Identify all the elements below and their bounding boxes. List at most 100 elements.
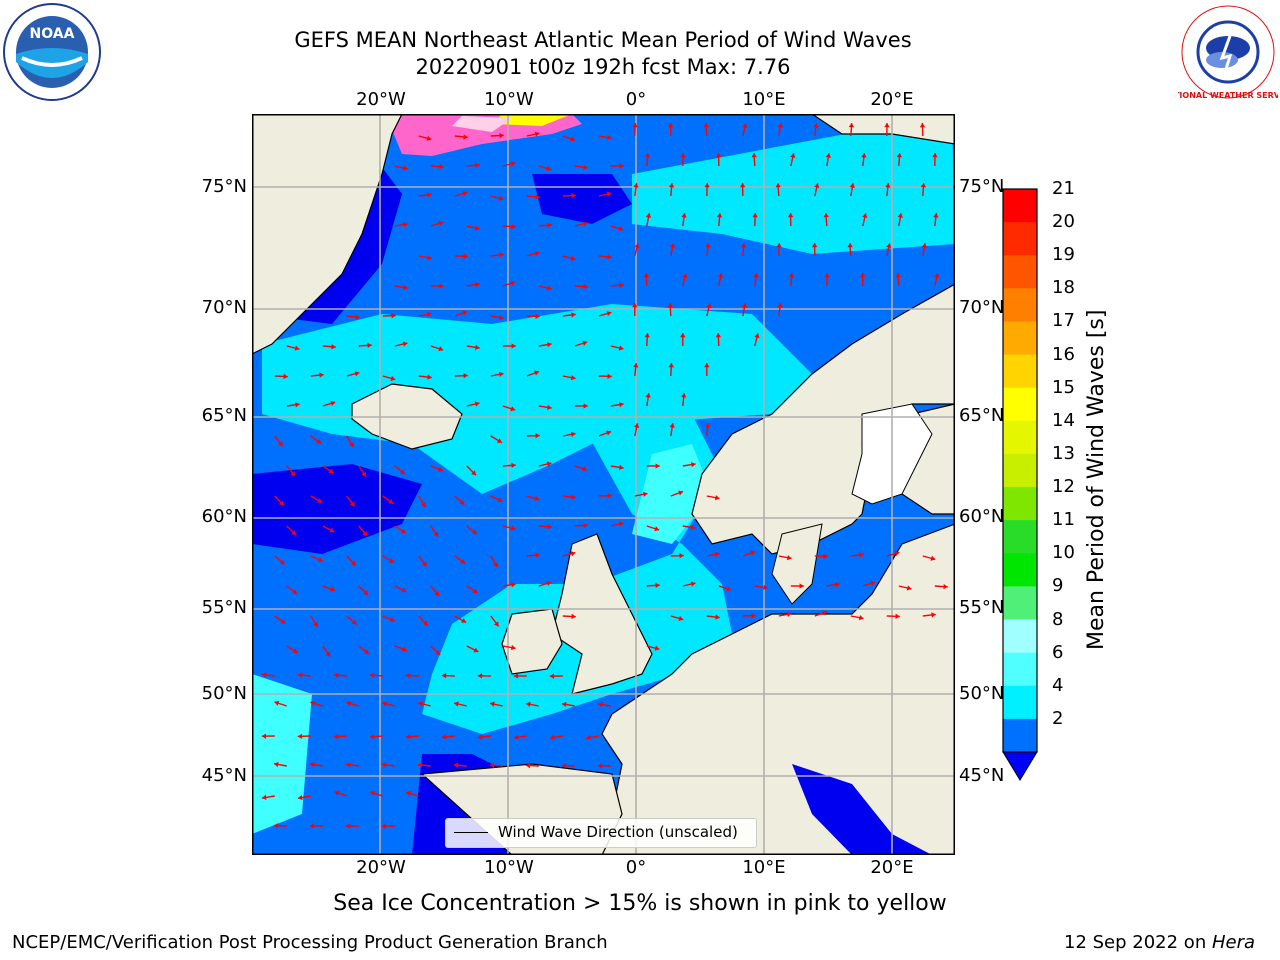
land-greenland [252, 114, 403, 355]
wave-arrow-head [498, 371, 504, 377]
wave-arrow-head [546, 461, 552, 467]
wave-arrow-head [669, 423, 675, 428]
wave-arrow-head [549, 734, 555, 741]
footer-host: Hera [1211, 932, 1255, 953]
wave-arrow-head [291, 530, 297, 536]
colorbar-segment [1003, 189, 1037, 223]
wave-arrow-head [823, 553, 828, 559]
wave-arrow-head [814, 183, 820, 189]
wave-arrow-head [453, 762, 459, 768]
wave-arrow-head [493, 562, 498, 568]
wave-arrow-head [461, 618, 467, 623]
wave-arrow-head [474, 401, 480, 407]
colorbar-segment [1003, 685, 1037, 720]
wave-arrow-head [705, 243, 711, 248]
wave-arrow-head [273, 761, 279, 768]
wave-arrow-head [583, 522, 588, 529]
wave-arrow-head [561, 763, 567, 769]
wave-arrow-head [667, 303, 674, 308]
wave-arrow-head [790, 153, 796, 159]
wave-arrow-head [535, 194, 540, 200]
wave-arrow-head [751, 613, 756, 619]
wave-arrow-head [606, 134, 612, 141]
colorbar-tick-label: 4 [1052, 674, 1064, 696]
wave-arrow-head [583, 164, 588, 170]
wave-arrow-head [618, 226, 624, 232]
colorbar-tick-label: 19 [1052, 244, 1075, 266]
colorbar-tick-label: 13 [1052, 442, 1075, 464]
wave-arrow-head [290, 471, 296, 476]
wave-arrow-head [547, 524, 552, 530]
wave-arrow-head [703, 123, 709, 128]
wave-arrow-head [775, 183, 781, 188]
wave-arrow-head [261, 733, 267, 739]
wave-arrow-head [870, 580, 876, 586]
wave-arrow-head [570, 136, 576, 142]
map-subtitle: 20220901 t00z 192h fcst Max: 7.76 [415, 55, 791, 79]
wave-arrow-head [583, 403, 588, 409]
ocean-adriatic [792, 764, 932, 855]
wave-arrow-head [706, 303, 712, 309]
wave-arrow-head [862, 213, 868, 219]
wave-arrow-head [526, 701, 531, 707]
wave-arrow-head [367, 342, 372, 349]
wave-arrow-head [632, 123, 638, 128]
wave-arrow-head [388, 498, 394, 504]
wave-arrow-head [422, 620, 428, 626]
wave-arrow-head [391, 313, 396, 319]
wave-arrow-head [355, 314, 360, 320]
lon-tick-top: 20°E [870, 89, 914, 110]
wave-arrow-head [330, 586, 335, 592]
sea-ice-yellow [492, 114, 572, 126]
wave-arrow-head [463, 253, 468, 259]
wave-arrow-head [679, 553, 684, 559]
wave-arrow-head [726, 586, 732, 592]
wave-arrow-head [283, 373, 288, 380]
colorbar-frame [1002, 188, 1038, 753]
wave-arrow-head [777, 123, 783, 128]
map-panel [252, 114, 955, 855]
colorbar-extend-arrow [1002, 751, 1038, 781]
wave-arrow-head [421, 561, 427, 567]
colorbar-segment [1003, 222, 1037, 256]
colorbar-segment [1003, 553, 1037, 587]
wave-arrow-head [441, 734, 447, 740]
wave-arrow-head [825, 153, 831, 158]
wave-arrow-head [405, 672, 411, 679]
wave-arrow-head [645, 213, 652, 218]
wave-arrow-head [682, 273, 688, 279]
colorbar-tick-label: 11 [1052, 509, 1075, 531]
lon-tick-bottom: 10°E [742, 857, 786, 878]
wave-arrow-head [570, 375, 576, 381]
colorbar [1002, 188, 1038, 781]
wave-arrow-head [511, 223, 516, 230]
wave-arrow-head [668, 183, 675, 188]
wave-arrow-head [606, 430, 612, 436]
wave-arrow-head [317, 557, 323, 563]
wave-arrow-head [582, 221, 588, 227]
lat-tick-right: 65°N [959, 405, 1005, 426]
colorbar-segment [1003, 288, 1037, 322]
wave-arrow-head [859, 552, 864, 558]
colorbar-tick-label: 20 [1052, 211, 1075, 233]
wave-arrow-head [571, 613, 576, 620]
colorbar-tick-label: 21 [1052, 178, 1075, 199]
wave-arrow-head [847, 243, 853, 248]
noaa-logo: NOAA [3, 3, 101, 101]
wave-arrow-head [473, 647, 479, 653]
wave-arrow-head [369, 672, 375, 679]
wave-arrow-head [331, 344, 336, 350]
wave-arrow-head [403, 221, 408, 228]
wave-arrow-head [279, 559, 285, 565]
wave-arrow-head [490, 701, 495, 707]
wave-arrow-head [434, 591, 440, 596]
wave-arrow-head [788, 273, 795, 278]
colorbar-segment [1003, 387, 1037, 422]
wave-arrow-head [361, 471, 367, 477]
wave-arrow-head [642, 491, 648, 497]
lon-tick-bottom: 20°E [870, 857, 914, 878]
wave-arrow-head [618, 521, 624, 527]
wave-arrow-head [351, 619, 357, 625]
colorbar-tick-label: 18 [1052, 277, 1075, 299]
wave-arrow-head [740, 243, 747, 248]
